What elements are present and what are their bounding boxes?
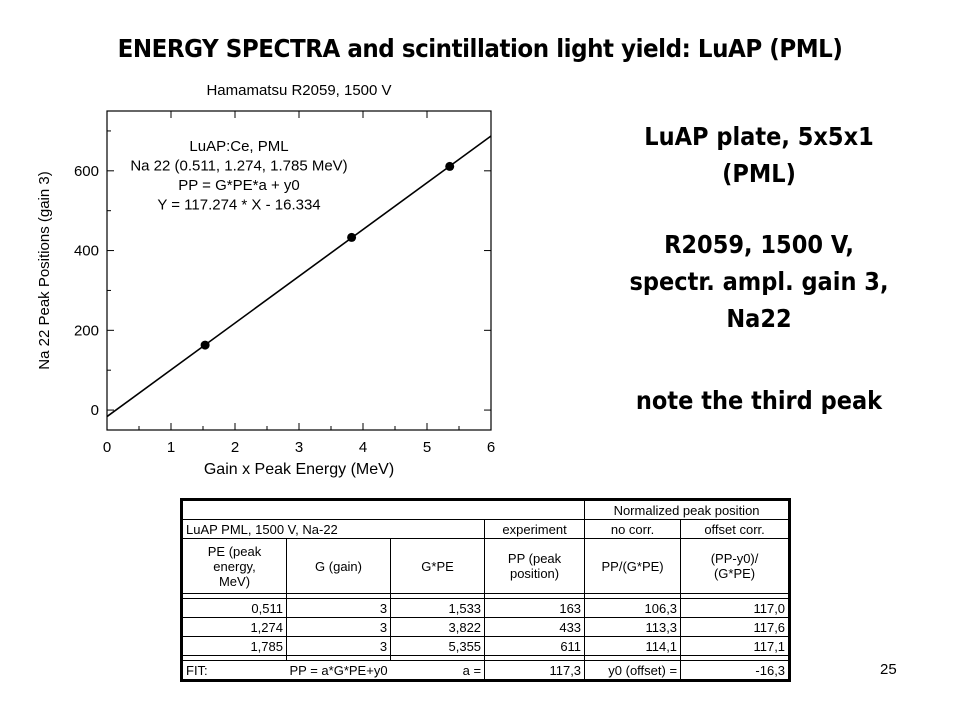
annotation-line: Y = 117.274 * X - 16.334 (157, 197, 320, 214)
note-line: Na22 (726, 304, 792, 333)
note-line: note the third peak (635, 386, 883, 415)
chart-title: Hamamatsu R2059, 1500 V (206, 82, 391, 99)
experiment-cell: experiment (484, 519, 586, 539)
y-tick-label: 200 (74, 322, 99, 339)
note-line: (PML) (722, 159, 796, 188)
data-point (200, 340, 210, 350)
page-number: 25 (880, 661, 897, 678)
col-header-gain: G (gain) (285, 538, 392, 594)
offset-corr-cell: offset corr. (680, 519, 790, 539)
col-header-pp-norm: PP/(G*PE) (584, 538, 682, 594)
table-row: 1,274 3 3,822 433 113,3 117,6 (182, 617, 790, 637)
fit-y0-value: -16,3 (680, 660, 790, 680)
table-row: 0,511 3 1,533 163 106,3 117,0 (182, 598, 790, 618)
x-tick-label: 5 (423, 439, 431, 456)
table-row: 1,785 3 5,355 611 114,1 117,1 (182, 636, 790, 656)
fit-line (106, 135, 492, 418)
y-tick-label: 0 (91, 402, 99, 419)
y-tick-label: 400 (74, 243, 99, 260)
col-header-pp: PP (peak position) (484, 538, 586, 594)
col-header-gpe: G*PE (390, 538, 486, 594)
no-corr-cell: no corr. (584, 519, 682, 539)
col-header-pe: PE (peak energy, MeV) (182, 538, 287, 594)
note-line: spectr. ampl. gain 3, (629, 267, 889, 296)
note-line: LuAP plate, 5x5x1 (644, 122, 874, 151)
table-row-setup: LuAP PML, 1500 V, Na-22 experiment no co… (181, 519, 790, 539)
note-sample: LuAP plate, 5x5x1 (PML) (605, 118, 913, 192)
annotation-line: Na 22 (0.511, 1.274, 1.785 MeV) (130, 158, 347, 175)
note-setup: R2059, 1500 V, spectr. ampl. gain 3, Na2… (605, 226, 913, 337)
annotation-line: LuAP:Ce, PML (189, 138, 288, 155)
x-tick-label: 6 (487, 439, 495, 456)
norm-header: Normalized peak position (584, 500, 790, 520)
x-tick-label: 4 (359, 439, 367, 456)
data-point (445, 161, 455, 171)
data-table: Normalized peak position LuAP PML, 1500 … (179, 498, 792, 682)
note-third-peak: note the third peak (605, 382, 913, 419)
table-header-row: PE (peak energy, MeV) G (gain) G*PE PP (pe… (182, 538, 790, 594)
setup-cell: LuAP PML, 1500 V, Na-22 (181, 519, 486, 539)
fit-formula: PP = a*G*PE+y0 (286, 660, 391, 680)
table-row-norm-header: Normalized peak position (182, 500, 790, 520)
x-axis-label: Gain x Peak Energy (MeV) (204, 461, 394, 478)
table-row-fit: FIT: PP = a*G*PE+y0 a = 117,3 y0 (offset… (182, 660, 790, 680)
y-tick-label: 600 (74, 163, 99, 180)
slide-title: ENERGY SPECTRA and scintillation light y… (117, 34, 843, 63)
note-line: R2059, 1500 V, (664, 230, 854, 259)
fit-a-value: 117,3 (484, 660, 586, 680)
scatter-chart: Hamamatsu R2059, 1500 V Gain x Peak Energ… (36, 82, 495, 478)
fit-a-label: a = (390, 660, 486, 680)
fit-label: FIT: (182, 660, 287, 680)
annotation-line: PP = G*PE*a + y0 (178, 177, 299, 194)
fit-y0-label: y0 (offset) = (584, 660, 682, 680)
col-header-offset-norm: (PP-y0)/(G*PE) (680, 538, 790, 594)
x-tick-label: 2 (231, 439, 239, 456)
x-tick-label: 3 (295, 439, 303, 456)
data-point (347, 232, 357, 242)
x-tick-label: 0 (103, 439, 111, 456)
x-tick-label: 1 (167, 439, 175, 456)
y-axis-label: Na 22 Peak Positions (gain 3) (36, 171, 53, 369)
